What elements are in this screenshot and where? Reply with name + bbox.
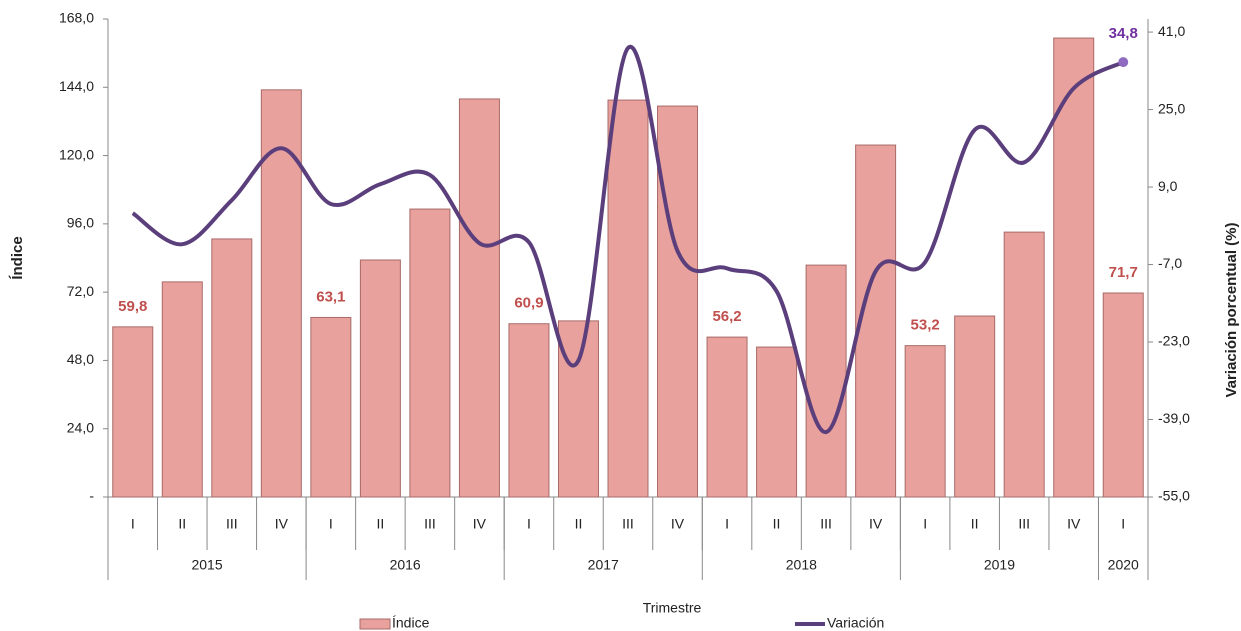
x-tick-label: IV <box>1067 516 1081 532</box>
bar <box>855 144 897 498</box>
line-value-label: 34,8 <box>1109 25 1138 42</box>
y2-tick-label: 25,0 <box>1158 100 1185 116</box>
x-tick-label: II <box>971 516 979 532</box>
x-tick-label: II <box>773 516 781 532</box>
bar <box>310 316 352 498</box>
bar <box>1003 231 1045 498</box>
bar <box>161 281 203 498</box>
x-tick-label: III <box>820 516 832 532</box>
y2-axis-title: Variación porcentual (%) <box>1223 222 1240 397</box>
x-tick-label: I <box>329 516 333 532</box>
x-tick-label: I <box>1121 516 1125 532</box>
y-tick-label: 96,0 <box>67 215 94 231</box>
x-tick-label: II <box>178 516 186 532</box>
bar <box>706 336 748 498</box>
legend-swatch <box>359 618 391 630</box>
y-tick-label: - <box>89 488 94 504</box>
y2-tick-label: 9,0 <box>1158 178 1178 194</box>
bar <box>904 345 946 498</box>
bar <box>756 346 798 498</box>
x-tick-label: I <box>725 516 729 532</box>
bar-value-label: 59,8 <box>118 298 147 315</box>
y-tick-label: 120,0 <box>59 146 94 162</box>
bar <box>260 89 302 498</box>
line-point <box>1118 57 1129 68</box>
x-tick-label: II <box>376 516 384 532</box>
year-label: 2020 <box>1108 557 1139 573</box>
bar-value-label: 53,2 <box>911 317 940 334</box>
y-tick-label: 48,0 <box>67 351 94 367</box>
legend-label: Índice <box>392 615 430 631</box>
y2-tick-label: -23,0 <box>1158 333 1190 349</box>
x-tick-label: I <box>923 516 927 532</box>
x-tick-label: I <box>527 516 531 532</box>
bar <box>1102 292 1144 498</box>
bar-value-label: 56,2 <box>712 308 741 325</box>
y2-tick-label: 41,0 <box>1158 23 1185 39</box>
bar <box>359 259 401 498</box>
bar-value-label: 63,1 <box>316 288 345 305</box>
line <box>131 44 1125 435</box>
bar <box>211 238 253 498</box>
year-label: 2015 <box>191 557 222 573</box>
y2-tick-label: -7,0 <box>1158 255 1182 271</box>
bar <box>1053 37 1095 498</box>
year-label: 2018 <box>786 557 817 573</box>
bar <box>508 323 550 498</box>
y-tick-label: 72,0 <box>67 283 94 299</box>
x-tick-label: III <box>424 516 436 532</box>
legend-label: Variación <box>827 615 884 631</box>
year-label: 2016 <box>390 557 421 573</box>
x-tick-label: III <box>622 516 634 532</box>
bar <box>458 98 500 498</box>
bar <box>112 326 154 498</box>
bar <box>805 264 847 498</box>
y-tick-label: 144,0 <box>59 78 94 94</box>
x-tick-label: III <box>226 516 238 532</box>
y-tick-label: 168,0 <box>59 10 94 26</box>
y-tick-label: 24,0 <box>67 419 94 435</box>
y2-tick-label: -39,0 <box>1158 410 1190 426</box>
x-tick-label: IV <box>275 516 289 532</box>
y-axis-title: Índice <box>9 236 26 279</box>
bar-value-label: 60,9 <box>514 295 543 312</box>
bar <box>557 320 599 498</box>
x-tick-label: II <box>575 516 583 532</box>
x-tick-label: I <box>131 516 135 532</box>
x-axis-title: Trimestre <box>643 600 702 616</box>
year-label: 2019 <box>984 557 1015 573</box>
bar <box>657 105 699 498</box>
bar <box>607 99 649 498</box>
x-tick-label: IV <box>869 516 883 532</box>
year-label: 2017 <box>588 557 619 573</box>
x-tick-label: IV <box>473 516 487 532</box>
bar <box>409 208 451 498</box>
bar <box>954 315 996 498</box>
bar-value-label: 71,7 <box>1109 264 1138 281</box>
x-tick-label: III <box>1018 516 1030 532</box>
y2-tick-label: -55,0 <box>1158 488 1190 504</box>
x-tick-label: IV <box>671 516 685 532</box>
